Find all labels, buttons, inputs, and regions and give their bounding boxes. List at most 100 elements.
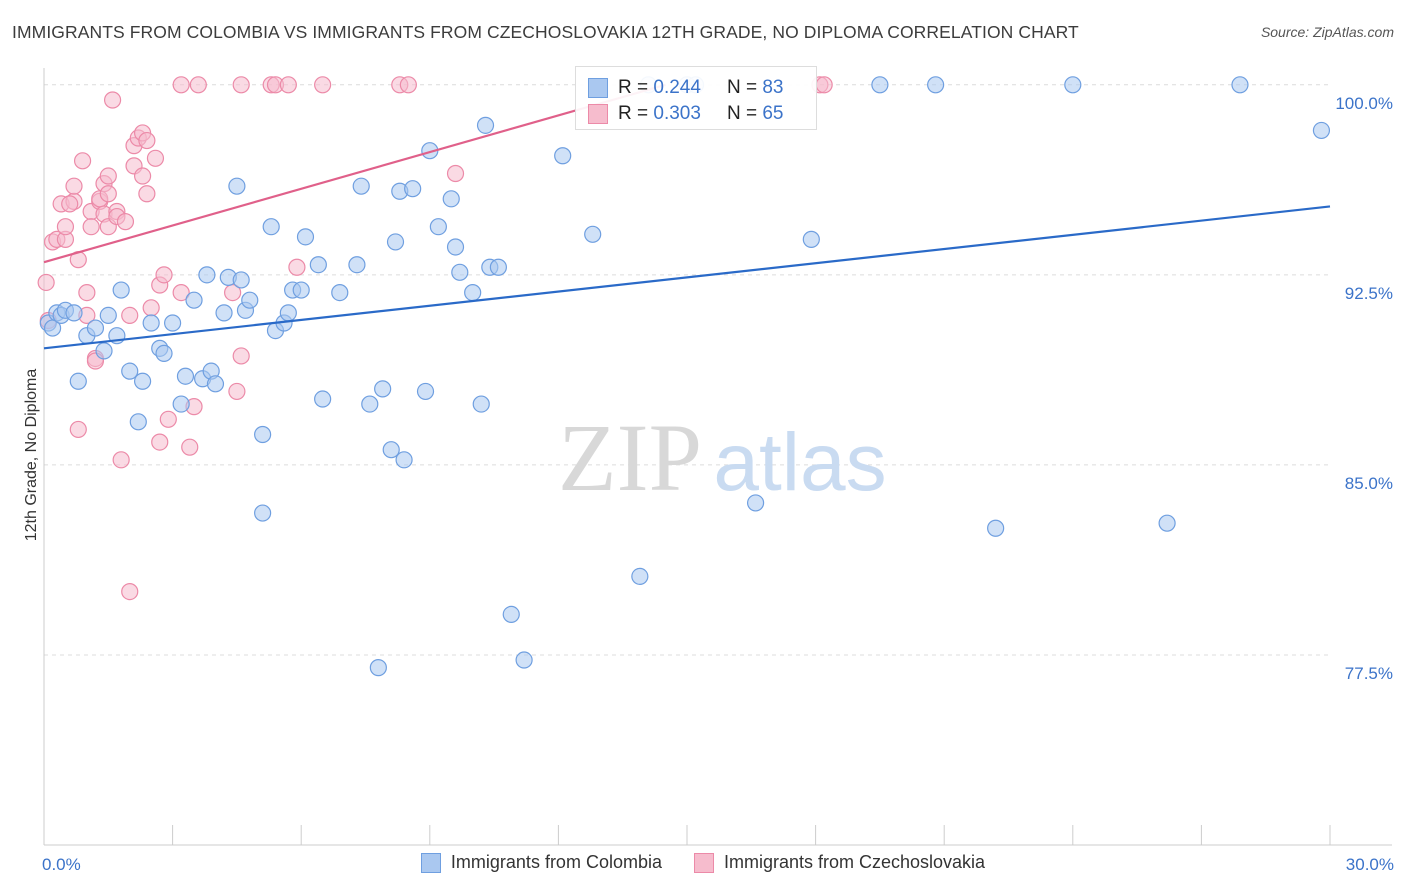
czechoslovakia-point bbox=[142, 299, 160, 317]
colombia-point bbox=[489, 258, 507, 276]
colombia-point bbox=[429, 218, 447, 236]
r-label: R = bbox=[618, 77, 649, 98]
colombia-point bbox=[631, 567, 649, 585]
colombia-point bbox=[232, 271, 250, 289]
colombia-point bbox=[442, 190, 460, 208]
colombia-point bbox=[1312, 121, 1331, 140]
colombia-point bbox=[451, 263, 469, 281]
n-value-colombia: 83 bbox=[762, 77, 784, 98]
czechoslovakia-point bbox=[172, 283, 190, 302]
series-legend: Immigrants from Colombia Immigrants from… bbox=[0, 852, 1406, 873]
colombia-point bbox=[361, 395, 379, 413]
colombia-point bbox=[502, 605, 520, 624]
czechoslovakia-point bbox=[279, 76, 297, 94]
czechoslovakia-point bbox=[99, 167, 117, 185]
colombia-point bbox=[476, 116, 495, 134]
r-value-colombia: 0.244 bbox=[653, 77, 701, 98]
colombia-point bbox=[309, 256, 327, 274]
colombia-point bbox=[215, 304, 233, 322]
czechoslovakia-point bbox=[181, 438, 199, 456]
stats-legend-box: R = 0.244 N = 83 R = 0.303 N = 65 bbox=[575, 66, 817, 130]
colombia-point bbox=[871, 76, 889, 94]
colombia-point bbox=[172, 395, 190, 413]
colombia-point bbox=[1064, 76, 1082, 94]
legend-label-czechoslovakia: Immigrants from Czechoslovakia bbox=[723, 852, 986, 872]
stats-swatch-czechoslovakia bbox=[588, 104, 608, 124]
r-label: R = bbox=[618, 103, 649, 124]
colombia-point bbox=[472, 395, 490, 413]
colombia-point bbox=[927, 76, 945, 94]
czechoslovakia-point bbox=[815, 76, 833, 94]
colombia-point bbox=[254, 425, 272, 444]
czechoslovakia-point bbox=[69, 420, 87, 439]
colombia-point bbox=[279, 304, 297, 322]
colombia-point bbox=[164, 314, 182, 332]
n-label: N = bbox=[726, 77, 758, 98]
czechoslovakia-point bbox=[399, 76, 417, 94]
czechoslovakia-point bbox=[146, 149, 165, 167]
series-colombia-points bbox=[39, 76, 1331, 677]
colombia-point bbox=[464, 283, 482, 302]
watermark-atlas: atlas bbox=[713, 417, 886, 508]
colombia-point bbox=[314, 390, 332, 408]
legend-item-czechoslovakia[interactable]: Immigrants from Czechoslovakia bbox=[693, 852, 986, 873]
colombia-point bbox=[386, 233, 405, 251]
legend-swatch-czechoslovakia bbox=[693, 852, 714, 873]
czechoslovakia-point bbox=[133, 167, 152, 185]
colombia-point bbox=[155, 344, 173, 363]
legend-item-colombia[interactable]: Immigrants from Colombia bbox=[420, 852, 662, 873]
colombia-point bbox=[331, 283, 349, 302]
czechoslovakia-point bbox=[37, 273, 55, 292]
czechoslovakia-point bbox=[228, 382, 246, 401]
colombia-point bbox=[228, 177, 246, 195]
colombia-point bbox=[292, 281, 310, 299]
czechoslovakia-point bbox=[121, 583, 139, 601]
colombia-point bbox=[987, 519, 1005, 537]
y-tick-label: 77.5% bbox=[1345, 664, 1393, 683]
czechoslovakia-point bbox=[61, 195, 79, 213]
czechoslovakia-trend-line bbox=[43, 83, 666, 264]
y-tick-label: 85.0% bbox=[1345, 474, 1393, 493]
czechoslovakia-point bbox=[116, 213, 135, 231]
colombia-point bbox=[133, 372, 152, 390]
colombia-point bbox=[382, 441, 400, 459]
colombia-point bbox=[348, 256, 366, 274]
x-tick-label: 0.0% bbox=[42, 855, 81, 874]
grid-lines bbox=[44, 84, 1330, 656]
colombia-point bbox=[746, 494, 765, 512]
czechoslovakia-point bbox=[121, 306, 139, 324]
colombia-point bbox=[802, 230, 820, 248]
czechoslovakia-point bbox=[288, 258, 306, 276]
czechoslovakia-point bbox=[232, 347, 250, 365]
y-tick-label: 92.5% bbox=[1345, 284, 1393, 303]
legend-swatch-colombia bbox=[420, 852, 441, 873]
r-value-czechoslovakia: 0.303 bbox=[653, 103, 701, 124]
colombia-point bbox=[241, 291, 259, 309]
colombia-point bbox=[584, 225, 602, 243]
colombia-point bbox=[129, 413, 147, 431]
trend-lines bbox=[43, 83, 1331, 350]
stats-row-colombia: R = 0.244 N = 83 bbox=[588, 75, 783, 101]
colombia-point bbox=[65, 304, 83, 322]
czechoslovakia-point bbox=[65, 177, 83, 195]
colombia-point bbox=[395, 451, 413, 469]
colombia-point bbox=[374, 380, 392, 398]
colombia-point bbox=[404, 180, 422, 198]
colombia-point bbox=[296, 228, 315, 246]
watermark-zip: ZIP bbox=[558, 404, 702, 511]
czechoslovakia-point bbox=[232, 76, 250, 94]
colombia-point bbox=[554, 147, 572, 165]
y-axis-label: 12th Grade, No Diploma bbox=[23, 368, 40, 542]
colombia-point bbox=[86, 319, 105, 337]
source-credit: Source: ZipAtlas.com bbox=[1260, 24, 1394, 40]
czechoslovakia-point bbox=[138, 185, 156, 203]
zipatlas-watermark: ZIP atlas bbox=[558, 404, 887, 511]
colombia-point bbox=[185, 291, 203, 309]
czechoslovakia-point bbox=[314, 76, 332, 94]
n-value-czechoslovakia: 65 bbox=[762, 103, 784, 124]
y-tick-label: 100.0% bbox=[1335, 94, 1393, 113]
czechoslovakia-point bbox=[446, 164, 465, 183]
colombia-point bbox=[1158, 514, 1176, 532]
colombia-point bbox=[198, 266, 216, 284]
